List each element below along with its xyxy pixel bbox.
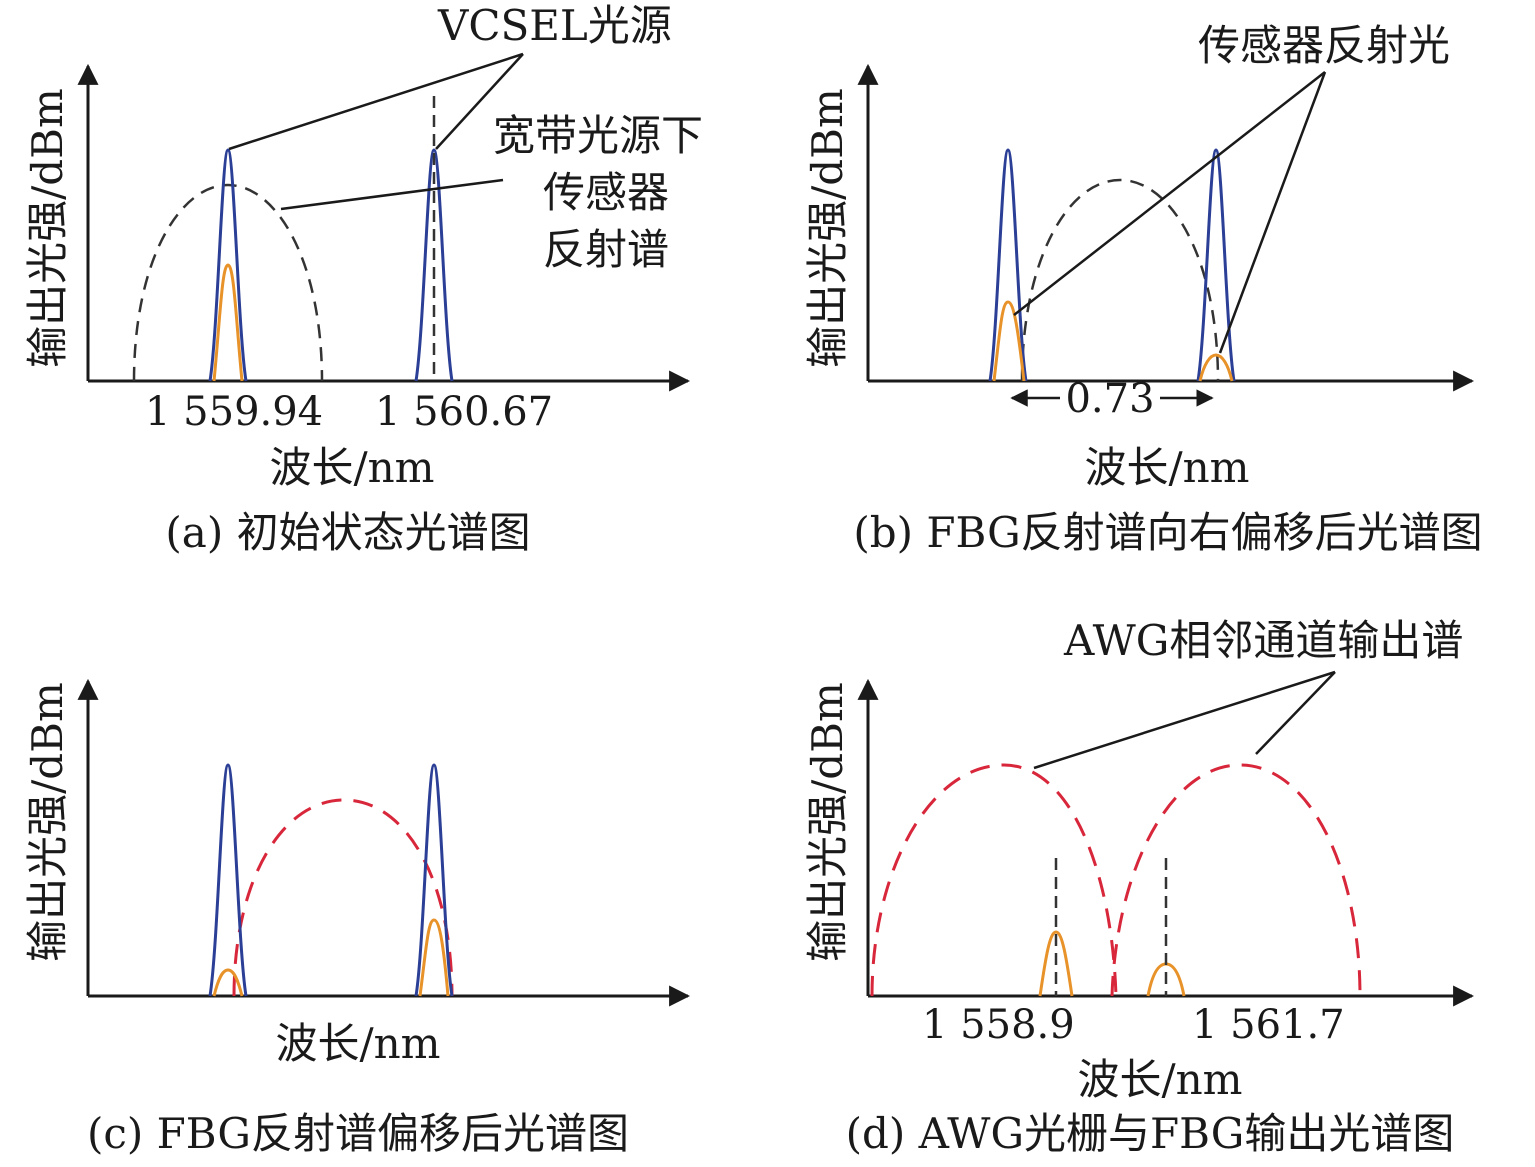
panel-a-broadband-annotation: 反射谱 <box>543 225 669 274</box>
panel-d-awg-channel-1 <box>870 763 1118 997</box>
panel-b-y-label: 输出光强/dBm <box>803 88 852 368</box>
panel-b-vcsel-peak-1 <box>988 148 1028 382</box>
panel-a-tick-label: 1 559.94 <box>145 389 323 435</box>
panel-b-leader <box>1013 71 1326 316</box>
panel-a-leader <box>280 178 504 211</box>
panel-a-fbg-peak <box>212 263 244 382</box>
panel-c-caption: (c) FBG反射谱偏移后光谱图 <box>87 1109 629 1158</box>
panel-c-fbg-broadband-spectrum <box>232 798 454 997</box>
panel-b-broadband-spectrum <box>1020 178 1220 382</box>
panel-d-leader <box>1255 671 1336 755</box>
panel-c-y-label: 输出光强/dBm <box>23 682 72 962</box>
panel-c-vcsel-peak-1 <box>208 763 248 997</box>
panel-d-leader <box>1033 670 1336 770</box>
panel-d: 输出光强/dBm AWG相邻通道输出谱 1 558.9 1 561.7 波长/n… <box>803 616 1475 1158</box>
panel-b-caption: (b) FBG反射谱向右偏移后光谱图 <box>853 508 1482 557</box>
panel-d-caption: (d) AWG光栅与FBG输出光谱图 <box>846 1109 1455 1158</box>
panel-b-leader <box>1218 71 1327 354</box>
panel-d-fbg-peak-1 <box>1038 930 1074 997</box>
panel-a-caption: (a) 初始状态光谱图 <box>165 508 530 557</box>
panel-a-tick-label: 1 560.67 <box>375 389 553 435</box>
panel-d-awg-annotation: AWG相邻通道输出谱 <box>1063 616 1463 665</box>
panel-a-vcsel-peak-1 <box>208 148 248 382</box>
panel-b-vcsel-peak-2 <box>1196 148 1236 382</box>
panel-b-reflect-annotation: 传感器反射光 <box>1198 21 1450 70</box>
panel-d-y-label: 输出光强/dBm <box>803 682 852 962</box>
panel-a-x-label: 波长/nm <box>269 443 434 492</box>
panel-b-x-label: 波长/nm <box>1084 443 1249 492</box>
panel-b: 输出光强/dBm 传感器反射光 0.73 波长/nm (b) FBG反射谱向右偏… <box>803 21 1483 557</box>
panel-d-x-label: 波长/nm <box>1077 1055 1242 1104</box>
panel-a-y-label: 输出光强/dBm <box>23 88 72 368</box>
panel-a-broadband-spectrum <box>132 183 324 382</box>
panel-c-vcsel-peak-2 <box>414 763 454 997</box>
panel-a-vcsel-annotation: VCSEL光源 <box>437 1 672 50</box>
panel-d-tick-label: 1 561.7 <box>1192 1002 1345 1048</box>
panel-a: 输出光强/dBm VCSEL光源 宽带光源下 传感器 反射谱 1 559.94 … <box>23 1 703 557</box>
panel-b-fbg-peak-1 <box>992 300 1026 382</box>
panel-d-tick-label: 1 558.9 <box>922 1002 1075 1048</box>
panel-c: 输出光强/dBm 波长/nm (c) FBG反射谱偏移后光谱图 <box>23 678 691 1158</box>
panel-a-leader <box>228 52 524 151</box>
panel-d-awg-channel-2 <box>1110 763 1362 997</box>
panel-c-fbg-peak-1 <box>212 968 244 997</box>
panel-b-fbg-peak-2 <box>1198 353 1234 382</box>
panel-a-vcsel-peak-2 <box>414 148 454 382</box>
panel-c-x-label: 波长/nm <box>275 1019 440 1068</box>
panel-a-broadband-annotation: 宽带光源下 <box>493 111 703 160</box>
panel-c-fbg-peak-2 <box>418 918 450 997</box>
panel-a-broadband-annotation: 传感器 <box>543 168 669 217</box>
panel-b-spacing-label: 0.73 <box>1065 376 1154 422</box>
panel-a-leader <box>435 53 524 150</box>
